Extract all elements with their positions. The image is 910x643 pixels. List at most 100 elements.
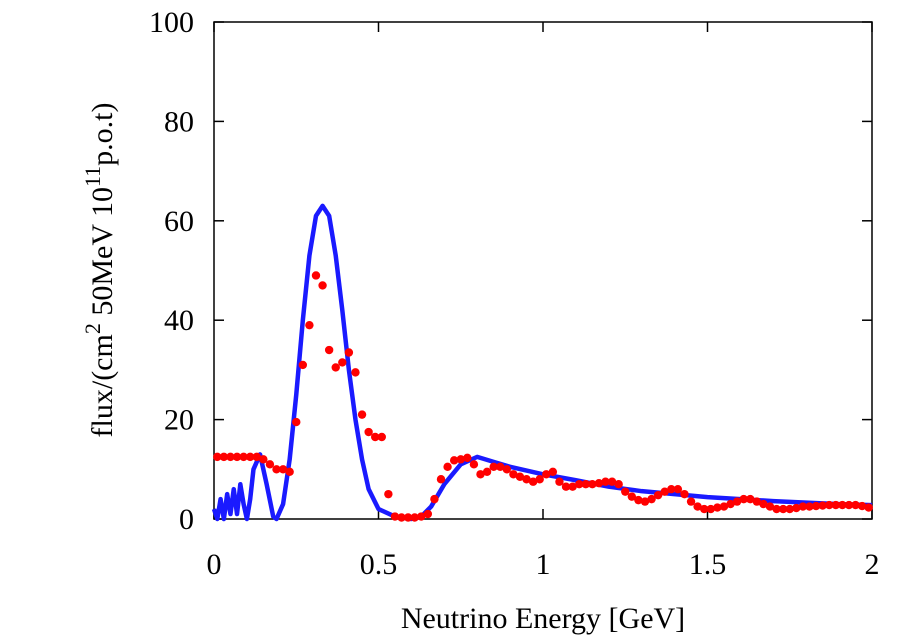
data-point bbox=[811, 501, 821, 511]
data-point bbox=[772, 504, 781, 514]
data-point bbox=[778, 504, 788, 514]
data-point bbox=[384, 489, 393, 499]
data-point bbox=[568, 482, 577, 491]
data-point bbox=[535, 475, 544, 484]
data-point bbox=[364, 427, 373, 437]
x-axis-label: Neutrino Energy [GeV] bbox=[401, 602, 685, 635]
y-axis-label: flux/(cm2 50MeV 1011p.o.t) bbox=[80, 103, 119, 438]
data-point bbox=[403, 513, 413, 522]
x-tick-label: 2 bbox=[865, 548, 880, 581]
data-point bbox=[759, 499, 768, 509]
data-point bbox=[351, 368, 360, 377]
data-point bbox=[818, 501, 827, 510]
data-point bbox=[449, 456, 459, 465]
label-part: 50MeV 10 bbox=[86, 187, 119, 323]
data-point bbox=[838, 500, 847, 510]
data-point bbox=[245, 452, 255, 462]
data-point bbox=[311, 271, 321, 280]
data-point bbox=[851, 500, 860, 510]
y-tick-label: 80 bbox=[164, 105, 194, 138]
plot-frame bbox=[213, 21, 873, 520]
data-point bbox=[344, 348, 354, 357]
data-point bbox=[443, 462, 452, 472]
data-point bbox=[686, 497, 696, 506]
data-point bbox=[292, 417, 301, 427]
data-point bbox=[798, 502, 808, 511]
data-point bbox=[634, 495, 643, 505]
data-point bbox=[252, 452, 261, 462]
data-point bbox=[219, 452, 229, 462]
data-point bbox=[390, 512, 400, 521]
data-point bbox=[509, 470, 518, 479]
data-point bbox=[614, 480, 623, 489]
data-point bbox=[397, 513, 406, 522]
data-point bbox=[463, 453, 472, 463]
data-point bbox=[574, 480, 584, 489]
y-tick-label: 0 bbox=[179, 503, 194, 536]
y-tick-label: 60 bbox=[164, 205, 194, 238]
data-point bbox=[305, 320, 314, 330]
label-part: flux/(cm bbox=[86, 334, 119, 437]
data-point bbox=[647, 494, 656, 504]
data-point bbox=[857, 501, 867, 511]
data-point bbox=[324, 345, 334, 355]
data-point bbox=[213, 452, 222, 462]
data-point bbox=[232, 452, 242, 462]
data-point bbox=[739, 494, 748, 504]
data-point bbox=[430, 494, 439, 504]
data-point bbox=[371, 432, 380, 442]
data-point bbox=[298, 360, 308, 370]
x-tick-label: 0.5 bbox=[360, 548, 398, 581]
data-point bbox=[410, 513, 419, 522]
data-point bbox=[785, 504, 794, 514]
data-point bbox=[627, 492, 637, 501]
data-point bbox=[489, 462, 498, 472]
y-tick-label: 100 bbox=[149, 6, 194, 39]
data-point bbox=[660, 487, 669, 496]
label-part: p.o.t) bbox=[86, 103, 119, 166]
data-point bbox=[700, 504, 709, 514]
data-point bbox=[423, 509, 433, 519]
data-point bbox=[621, 487, 630, 496]
data-point bbox=[417, 512, 426, 521]
data-point bbox=[436, 475, 446, 484]
data-point bbox=[752, 497, 762, 506]
data-point bbox=[601, 477, 610, 486]
data-point bbox=[844, 500, 854, 510]
data-point bbox=[555, 477, 564, 486]
data-point bbox=[482, 467, 492, 476]
data-point bbox=[528, 477, 538, 486]
data-point bbox=[338, 358, 347, 367]
data-point bbox=[469, 460, 479, 469]
data-point bbox=[792, 503, 801, 513]
data-point bbox=[272, 465, 281, 474]
data-point bbox=[653, 490, 663, 500]
superscript: 11 bbox=[80, 166, 105, 187]
data-point bbox=[765, 502, 775, 511]
data-point bbox=[581, 480, 590, 489]
data-point bbox=[331, 363, 340, 372]
data-point bbox=[732, 497, 742, 506]
data-point bbox=[502, 465, 512, 474]
data-point bbox=[515, 472, 525, 481]
data-point bbox=[476, 470, 485, 479]
data-point bbox=[673, 484, 683, 494]
data-point bbox=[357, 410, 367, 419]
data-point bbox=[726, 499, 735, 509]
y-tick-label: 20 bbox=[164, 404, 194, 437]
data-point bbox=[831, 500, 841, 510]
data-point bbox=[594, 479, 604, 488]
data-point bbox=[607, 477, 617, 486]
data-point bbox=[496, 462, 505, 472]
data-point bbox=[588, 480, 597, 489]
data-point bbox=[864, 503, 873, 512]
data-point bbox=[377, 432, 386, 442]
data-point bbox=[278, 465, 288, 474]
data-point bbox=[680, 489, 689, 499]
data-point bbox=[825, 500, 834, 510]
data-point bbox=[706, 504, 715, 514]
data-point bbox=[259, 455, 268, 464]
x-tick-label: 1.5 bbox=[689, 548, 727, 581]
data-point bbox=[239, 452, 248, 462]
